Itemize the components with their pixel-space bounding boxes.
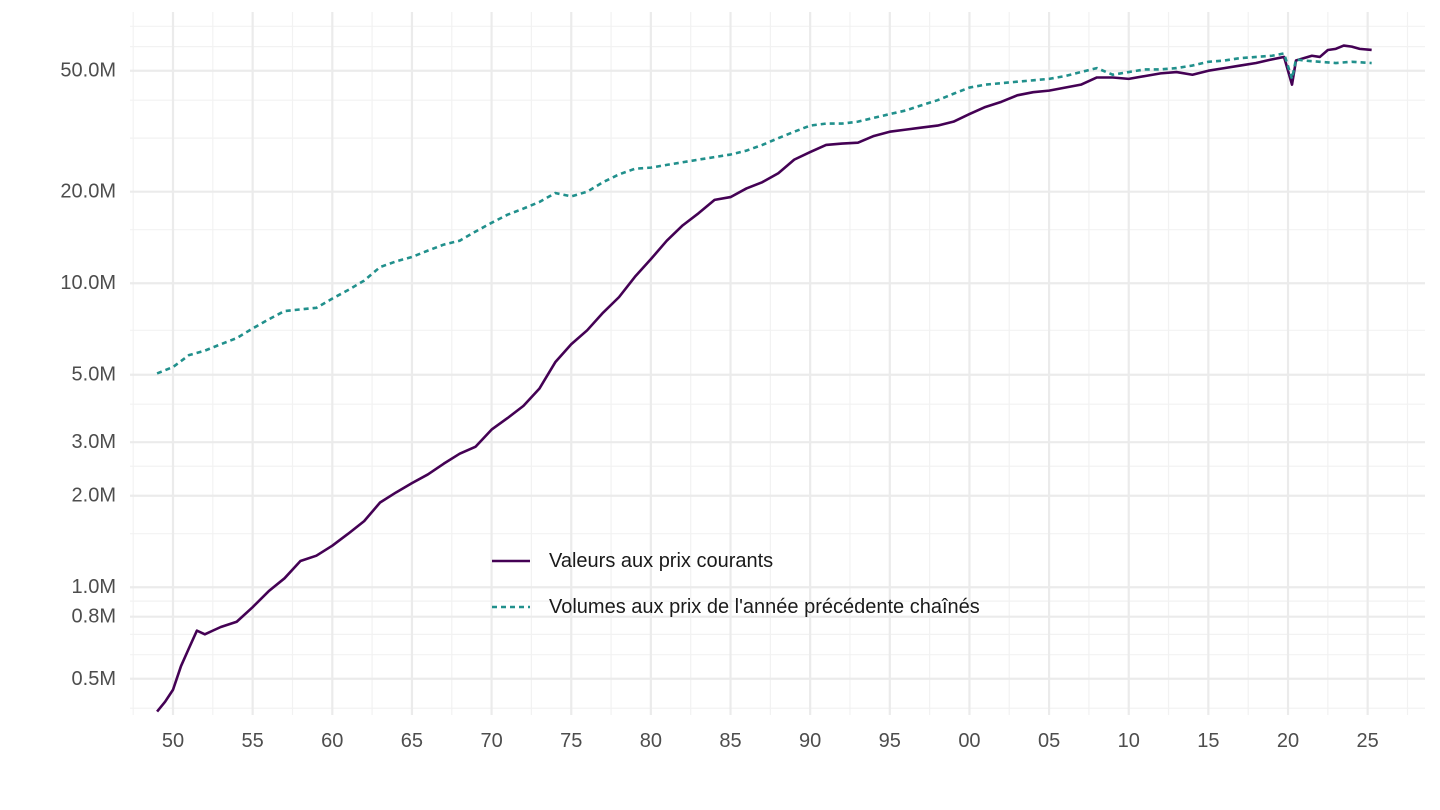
series-line-1 bbox=[156, 44, 1372, 713]
series-line-2 bbox=[156, 52, 1372, 375]
x-tick-label: 50 bbox=[162, 730, 184, 752]
y-tick-label: 2.0M bbox=[72, 485, 116, 507]
x-tick-label: 10 bbox=[1118, 730, 1140, 752]
y-axis-tick-labels: 0.5M 0.8M 1.0M 2.0M 3.0M 5.0M 10.0M 20.0M 50.0M bbox=[60, 60, 116, 690]
y-tick-label: 0.8M bbox=[72, 606, 116, 628]
x-tick-label: 80 bbox=[640, 730, 662, 752]
minor-gridlines bbox=[130, 12, 1425, 715]
x-tick-label: 20 bbox=[1277, 730, 1299, 752]
y-tick-label: 0.5M bbox=[72, 668, 116, 690]
series-layer bbox=[156, 44, 1372, 713]
y-tick-label: 3.0M bbox=[72, 431, 116, 453]
x-axis-tick-labels: 50 55 60 65 70 75 80 85 90 95 00 05 10 15 20 25 bbox=[162, 730, 1379, 752]
y-tick-label: 20.0M bbox=[60, 181, 116, 203]
x-tick-label: 90 bbox=[799, 730, 821, 752]
x-tick-label: 00 bbox=[958, 730, 980, 752]
x-tick-label: 65 bbox=[401, 730, 423, 752]
x-tick-label: 85 bbox=[719, 730, 741, 752]
x-tick-label: 70 bbox=[480, 730, 502, 752]
legend-label-1: Valeurs aux prix courants bbox=[549, 550, 773, 572]
y-tick-label: 5.0M bbox=[72, 364, 116, 386]
x-tick-label: 60 bbox=[321, 730, 343, 752]
legend-label-2: Volumes aux prix de l'année précédente c… bbox=[549, 596, 980, 618]
x-tick-label: 55 bbox=[242, 730, 264, 752]
y-tick-label: 1.0M bbox=[72, 576, 116, 598]
y-tick-label: 50.0M bbox=[60, 60, 116, 82]
x-tick-label: 15 bbox=[1197, 730, 1219, 752]
x-tick-label: 95 bbox=[879, 730, 901, 752]
x-tick-label: 25 bbox=[1357, 730, 1379, 752]
x-tick-label: 05 bbox=[1038, 730, 1060, 752]
x-tick-label: 75 bbox=[560, 730, 582, 752]
y-tick-label: 10.0M bbox=[60, 272, 116, 294]
legend: Valeurs aux prix courants Volumes aux pri… bbox=[492, 550, 980, 618]
